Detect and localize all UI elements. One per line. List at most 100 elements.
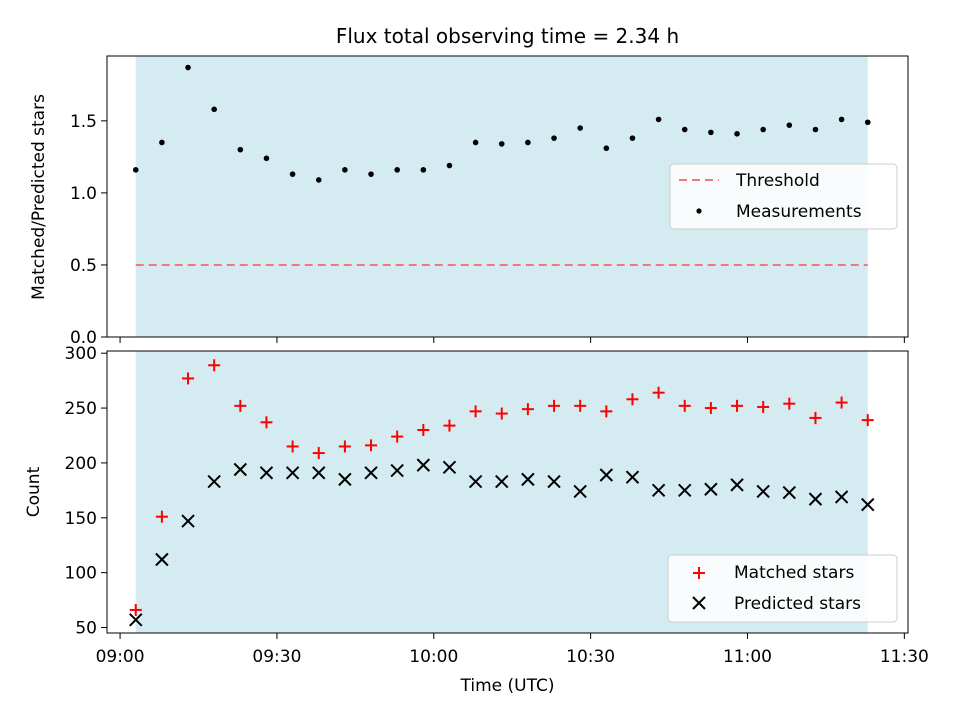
predicted-star-point [547, 474, 561, 489]
legend-matched-swatch [693, 567, 705, 579]
legend-threshold-label: Threshold [735, 171, 820, 191]
measurement-point [132, 167, 139, 173]
measurement-points [132, 64, 871, 183]
predicted-star-point [129, 613, 143, 627]
predicted-x-b [207, 474, 221, 489]
chart-title: Flux total observing time = 2.34 h [336, 24, 679, 48]
matched-star-point [757, 400, 770, 413]
bottom-y-tick-label: 300 [65, 344, 97, 364]
predicted-x-b [285, 466, 300, 480]
predicted-star-point [312, 466, 326, 480]
predicted-x-b [468, 474, 483, 489]
top-legend: Threshold Measurements [669, 163, 898, 230]
x-tick-label: 10:00 [409, 647, 458, 667]
matched-star-point [234, 399, 247, 412]
measurement-point [551, 135, 557, 141]
measurement-point [577, 125, 583, 131]
predicted-star-point [756, 484, 770, 499]
predicted-x-b [625, 470, 640, 484]
matched-star-point [312, 447, 325, 460]
matched-star-point [260, 416, 273, 429]
legend-matched-label: Matched stars [734, 563, 854, 583]
measurement-point [655, 116, 662, 123]
predicted-x-b [573, 484, 587, 499]
legend-measurements-swatch [696, 208, 702, 214]
predicted-x-b [730, 478, 744, 492]
measurement-point [812, 126, 819, 133]
predicted-star-point [181, 514, 195, 528]
measurement-point [185, 64, 191, 71]
measurement-point [211, 106, 217, 113]
measurement-point [760, 126, 766, 133]
predicted-star-point [338, 472, 352, 487]
matched-star-point [469, 405, 482, 418]
matched-star-point [731, 399, 744, 412]
predicted-star-point [155, 552, 169, 567]
predicted-x-b [312, 466, 326, 480]
predicted-star-point [207, 474, 221, 489]
bottom-panel: 50 100 150 200 250 300 09:00 09:30 10:00 10:30 11… [24, 344, 929, 696]
x-tick-label: 10:30 [566, 647, 615, 667]
matched-star-point [208, 359, 221, 372]
predicted-x-b [364, 466, 378, 480]
x-tick-label: 11:00 [723, 647, 772, 667]
top-y-ticks: 0.0 0.5 1.0 1.5 [70, 112, 107, 348]
predicted-star-point [573, 484, 587, 499]
measurement-point [603, 145, 610, 152]
measurement-point [368, 171, 374, 177]
predicted-star-point [416, 458, 431, 472]
predicted-x-b [651, 483, 666, 498]
predicted-star-point [704, 482, 718, 496]
measurement-point [342, 167, 348, 173]
measurement-point [629, 135, 636, 141]
top-plot-frame [106, 55, 909, 338]
matched-star-point [835, 396, 848, 409]
matched-star-point [495, 407, 508, 420]
matched-star-point [626, 393, 639, 406]
predicted-star-point [495, 474, 509, 489]
predicted-x-b [233, 462, 248, 477]
predicted-star-point [468, 474, 483, 489]
predicted-star-point [364, 466, 378, 480]
bottom-legend: Matched stars Predicted stars [667, 554, 898, 623]
measurement-point [289, 171, 296, 177]
matched-star-point [548, 399, 561, 412]
top-y-axis-label: Matched/Predicted stars [29, 94, 49, 300]
x-axis-label: Time (UTC) [460, 676, 555, 696]
predicted-x-b [442, 460, 457, 475]
predicted-x-b [547, 474, 561, 489]
matched-star-point [286, 440, 299, 453]
x-tick-label: 09:00 [96, 647, 145, 667]
predicted-star-point [808, 492, 823, 506]
bottom-y-tick-label: 150 [65, 509, 97, 529]
top-y-tick-label: 0.5 [70, 256, 97, 276]
matched-star-point [678, 399, 691, 412]
predicted-x-b [756, 484, 770, 499]
predicted-star-point [233, 462, 248, 477]
matched-star-point [704, 402, 717, 415]
top-y-tick-label: 1.0 [70, 184, 97, 204]
predicted-x-b [155, 552, 169, 567]
legend-predicted-swatch [692, 596, 706, 610]
bottom-legend-box [667, 554, 898, 623]
predicted-star-point [861, 497, 875, 512]
matched-star-point [809, 411, 822, 424]
measurement-point [786, 122, 793, 128]
bottom-y-ticks: 50 100 150 200 250 300 [65, 344, 107, 639]
measurement-point [864, 119, 871, 126]
predicted-star-point [834, 490, 849, 504]
predicted-star-point [678, 483, 692, 498]
matched-star-point [129, 603, 142, 616]
predicted-x-b [599, 468, 614, 482]
measurement-point [681, 126, 688, 133]
predicted-x-b [834, 490, 849, 504]
measurement-point [472, 139, 479, 146]
predicted-x-b [390, 463, 404, 478]
matched-star-point [652, 386, 665, 399]
bottom-plot-frame [106, 350, 909, 634]
predicted-star-point [782, 485, 797, 500]
predicted-star-point [625, 470, 640, 484]
matched-star-point [521, 403, 534, 416]
legend-predicted-label: Predicted stars [734, 594, 861, 614]
